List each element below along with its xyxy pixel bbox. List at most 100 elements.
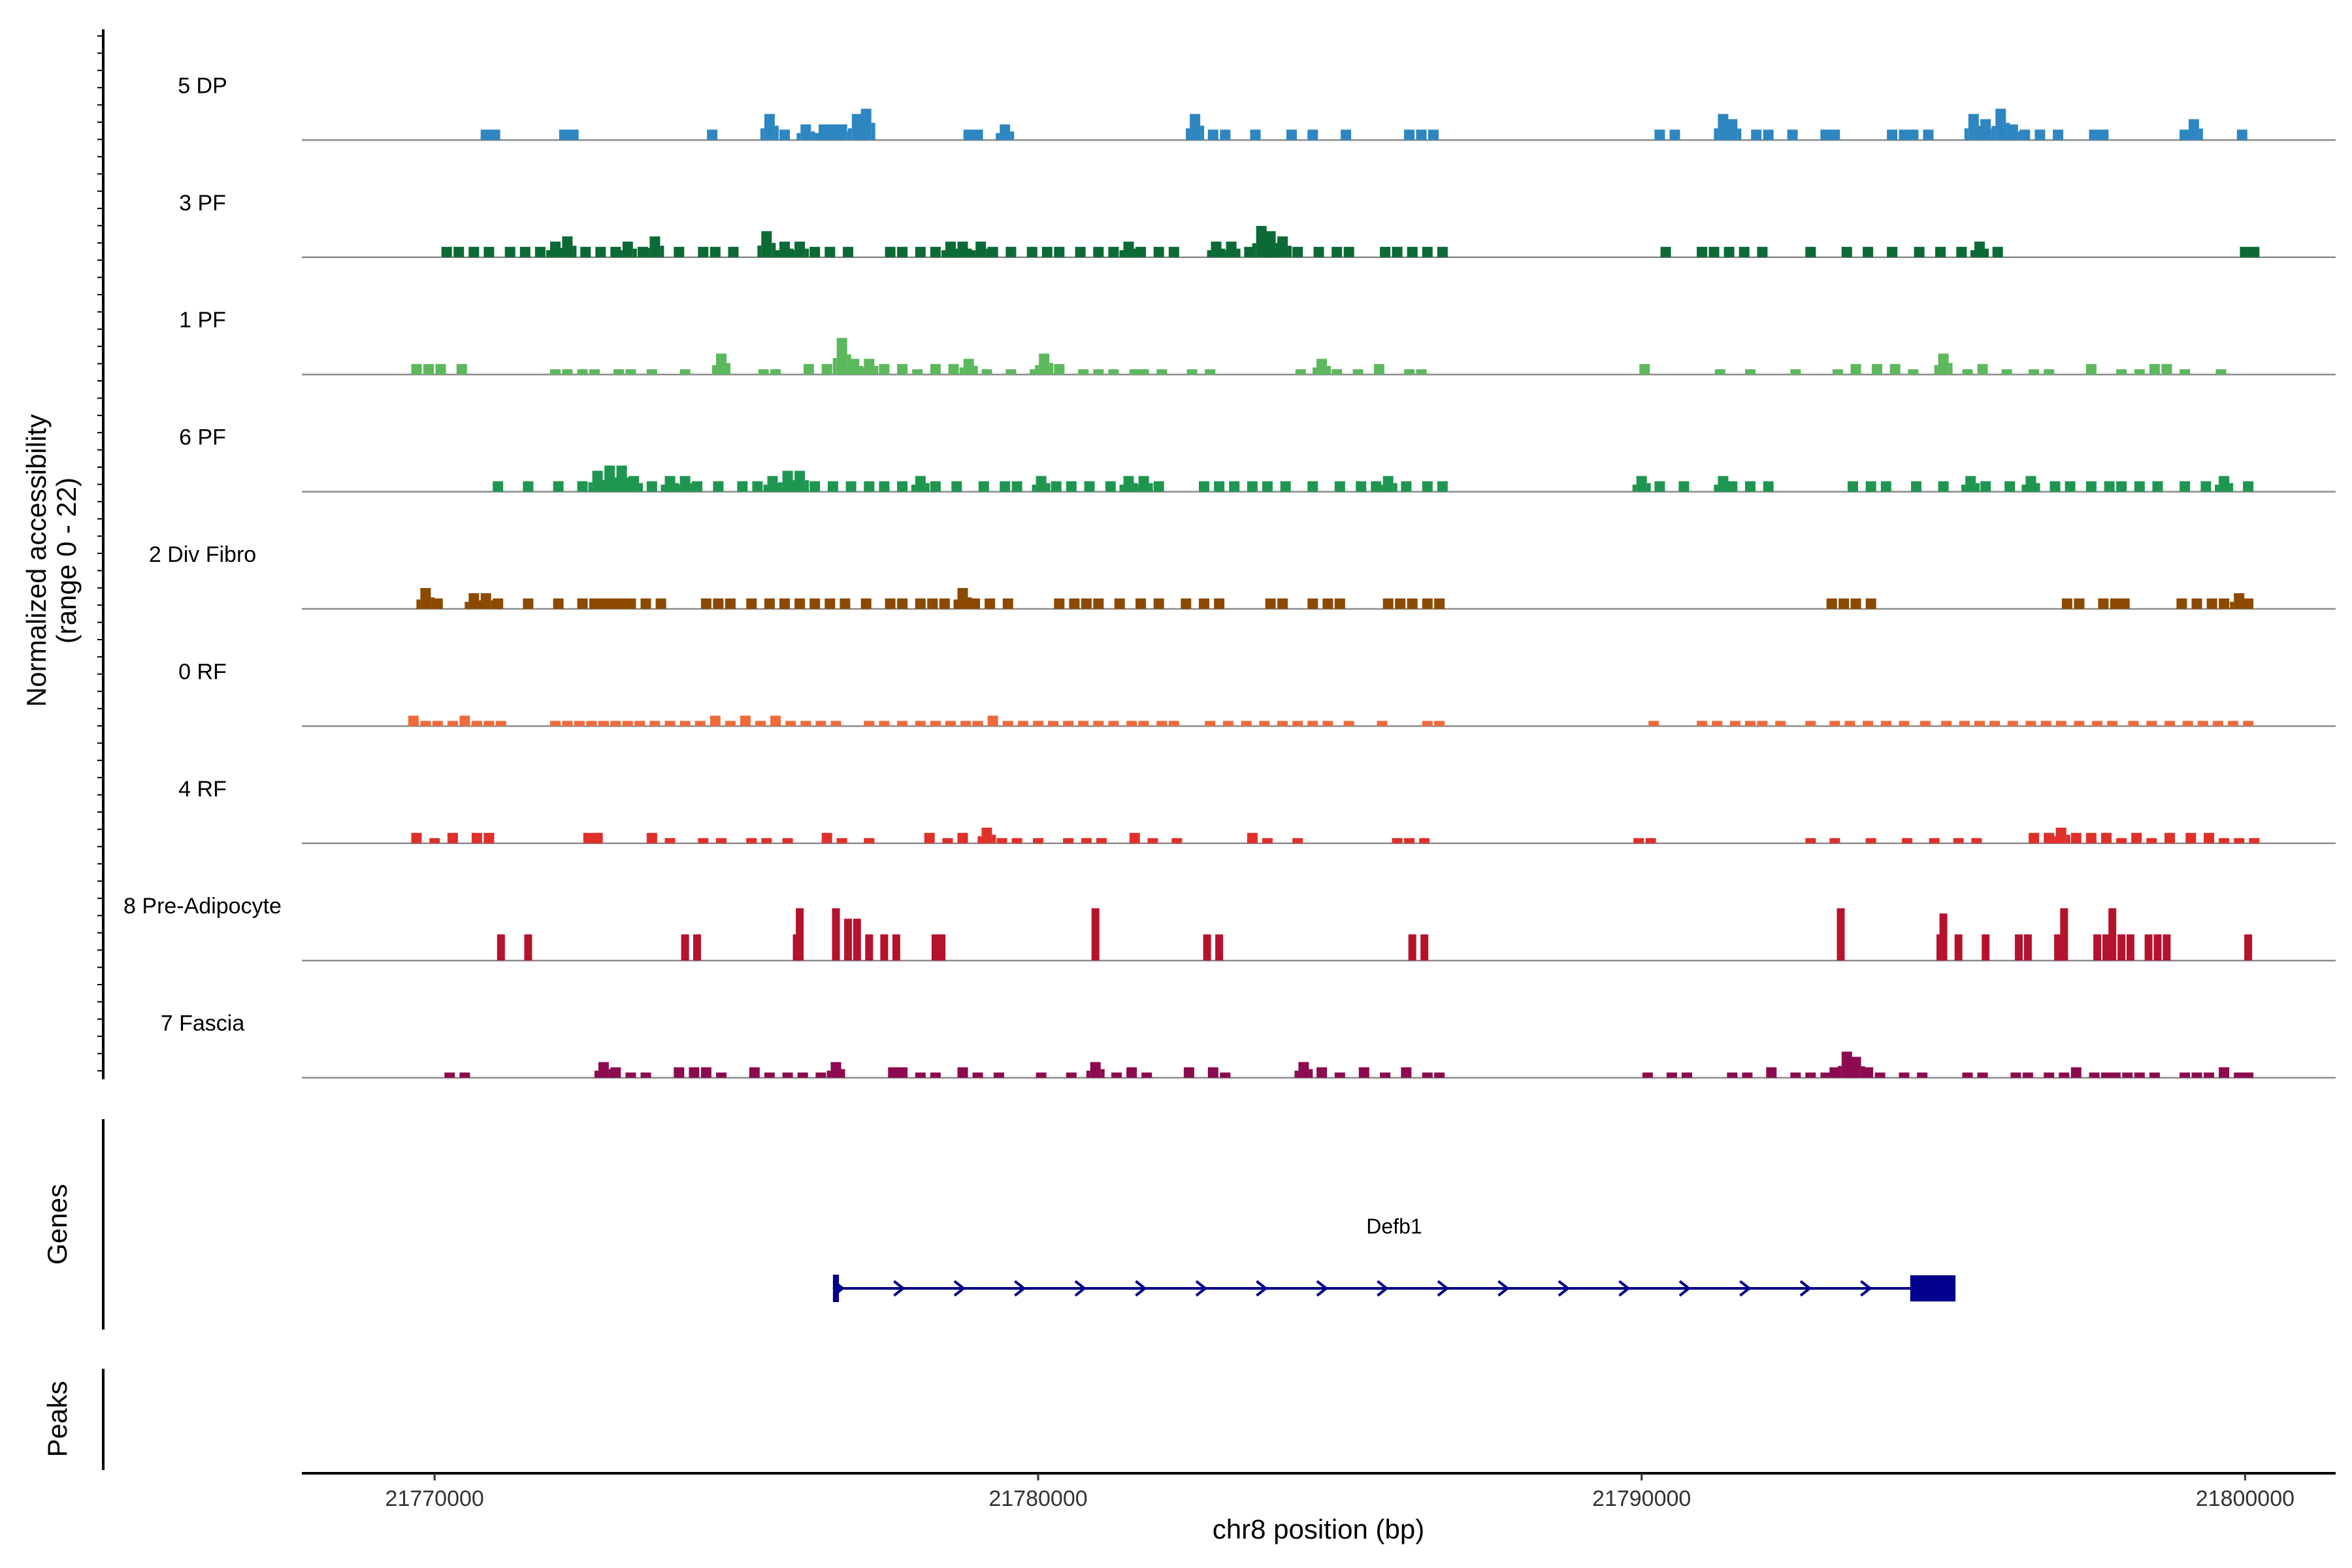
coverage-peak xyxy=(1666,1072,1677,1078)
coverage-peak xyxy=(713,598,724,609)
coverage-peak-shoulder xyxy=(972,250,976,257)
coverage-peak xyxy=(2234,1072,2245,1078)
coverage-peak xyxy=(1420,934,1429,961)
coverage-peak xyxy=(1356,481,1367,492)
coverage-peak xyxy=(1980,481,1991,492)
coverage-peak xyxy=(2164,832,2175,843)
coverage-peak xyxy=(1203,934,1211,961)
coverage-peak xyxy=(2219,838,2230,843)
coverage-peak xyxy=(1036,1072,1047,1078)
track-4-rf: 4 RF xyxy=(178,777,2336,845)
coverage-peak xyxy=(1063,838,1074,843)
coverage-peak xyxy=(1168,246,1179,257)
coverage-peak xyxy=(574,721,585,727)
coverage-peak xyxy=(1123,476,1134,492)
coverage-peak xyxy=(553,481,564,492)
coverage-peak xyxy=(629,476,640,492)
gene-track: Defb1 xyxy=(832,1215,1956,1302)
coverage-peak xyxy=(598,598,609,609)
coverage-peak xyxy=(930,246,941,257)
coverage-peak xyxy=(523,481,534,492)
coverage-peak xyxy=(689,1067,700,1078)
coverage-peak xyxy=(2149,1072,2160,1078)
coverage-peak xyxy=(1639,364,1650,375)
coverage-peak xyxy=(598,721,609,727)
coverage-peak xyxy=(1156,721,1168,727)
coverage-peak-shoulder xyxy=(558,248,563,257)
coverage-peak xyxy=(1153,246,1164,257)
coverage-peak xyxy=(970,598,980,609)
coverage-peak xyxy=(1805,721,1816,727)
coverage-peak xyxy=(649,236,661,257)
coverage-peak xyxy=(1899,1072,1910,1078)
coverage-peak xyxy=(1422,1072,1433,1078)
coverage-peak xyxy=(1874,1072,1886,1078)
coverage-peak xyxy=(755,721,766,727)
coverage-peak xyxy=(1648,721,1659,727)
coverage-peak xyxy=(796,908,804,961)
coverage-peak xyxy=(797,1072,808,1078)
coverage-peak xyxy=(640,1072,651,1078)
coverage-peak xyxy=(1872,364,1882,375)
coverage-peak xyxy=(800,124,811,140)
coverage-peak xyxy=(429,838,440,843)
coverage-peak-shoulder xyxy=(2229,483,2234,492)
track-label-6-pf: 6 PF xyxy=(179,425,226,450)
coverage-peak xyxy=(957,832,968,843)
coverage-peak-shoulder xyxy=(588,482,593,492)
coverage-peak-shoulder xyxy=(639,483,644,492)
coverage-peak xyxy=(1343,721,1354,727)
coverage-peak-shoulder xyxy=(645,248,650,257)
coverage-peak xyxy=(1277,598,1288,609)
coverage-peak xyxy=(752,481,763,492)
coverage-peak xyxy=(2029,832,2040,843)
coverage-peak xyxy=(1373,364,1384,375)
coverage-peak xyxy=(420,721,431,727)
coverage-peak xyxy=(1307,129,1318,140)
coverage-peak xyxy=(480,593,491,609)
coverage-peak xyxy=(1108,369,1119,375)
track-label-2-div-fibro: 2 Div Fibro xyxy=(149,542,256,567)
coverage-peak xyxy=(2065,481,2076,492)
coverage-peak xyxy=(610,721,621,727)
coverage-peak xyxy=(1380,246,1391,257)
coverage-peak xyxy=(957,1067,968,1078)
coverage-peak xyxy=(1036,476,1047,492)
coverage-peak xyxy=(1096,838,1107,843)
coverage-peak-shoulder xyxy=(572,246,577,257)
coverage-peak xyxy=(2007,124,2018,140)
track-1-pf: 1 PF xyxy=(179,308,2336,376)
coverage-peak xyxy=(1352,369,1364,375)
coverage-peak xyxy=(1069,598,1080,609)
coverage-peak xyxy=(803,364,814,375)
track-label-4-rf: 4 RF xyxy=(178,777,227,802)
coverage-peak xyxy=(2044,832,2055,843)
coverage-peak xyxy=(471,721,482,727)
coverage-peak xyxy=(1826,598,1837,609)
coverage-peak xyxy=(2089,129,2100,140)
coverage-peak xyxy=(1419,838,1430,843)
coverage-peak xyxy=(931,934,939,961)
coverage-peak xyxy=(1434,1072,1445,1078)
coverage-peak xyxy=(1292,721,1303,727)
coverage-peak xyxy=(1422,246,1433,257)
coverage-peak-shoulder xyxy=(2184,131,2189,140)
coverage-peak xyxy=(2015,934,2023,961)
coverage-peak-shoulder xyxy=(953,599,958,609)
coverage-peak xyxy=(1968,114,1979,140)
coverage-peak-shoulder xyxy=(660,246,664,257)
coverage-peak-shoulder xyxy=(416,599,421,609)
coverage-peak xyxy=(2249,246,2260,257)
gene-strand-arrow xyxy=(1074,1280,1087,1297)
coverage-peak-shoulder xyxy=(1288,246,1292,257)
coverage-peak xyxy=(2146,721,2157,727)
coverage-peak xyxy=(2107,721,2118,727)
coverage-peak xyxy=(2182,721,2193,727)
coverage-peak xyxy=(1334,1072,1345,1078)
coverage-peak xyxy=(761,838,772,843)
coverage-peak-shoulder xyxy=(476,602,481,609)
coverage-peak xyxy=(692,481,702,492)
coverage-peak xyxy=(1974,721,1985,727)
coverage-peak xyxy=(1153,598,1164,609)
coverage-peak xyxy=(447,832,458,843)
